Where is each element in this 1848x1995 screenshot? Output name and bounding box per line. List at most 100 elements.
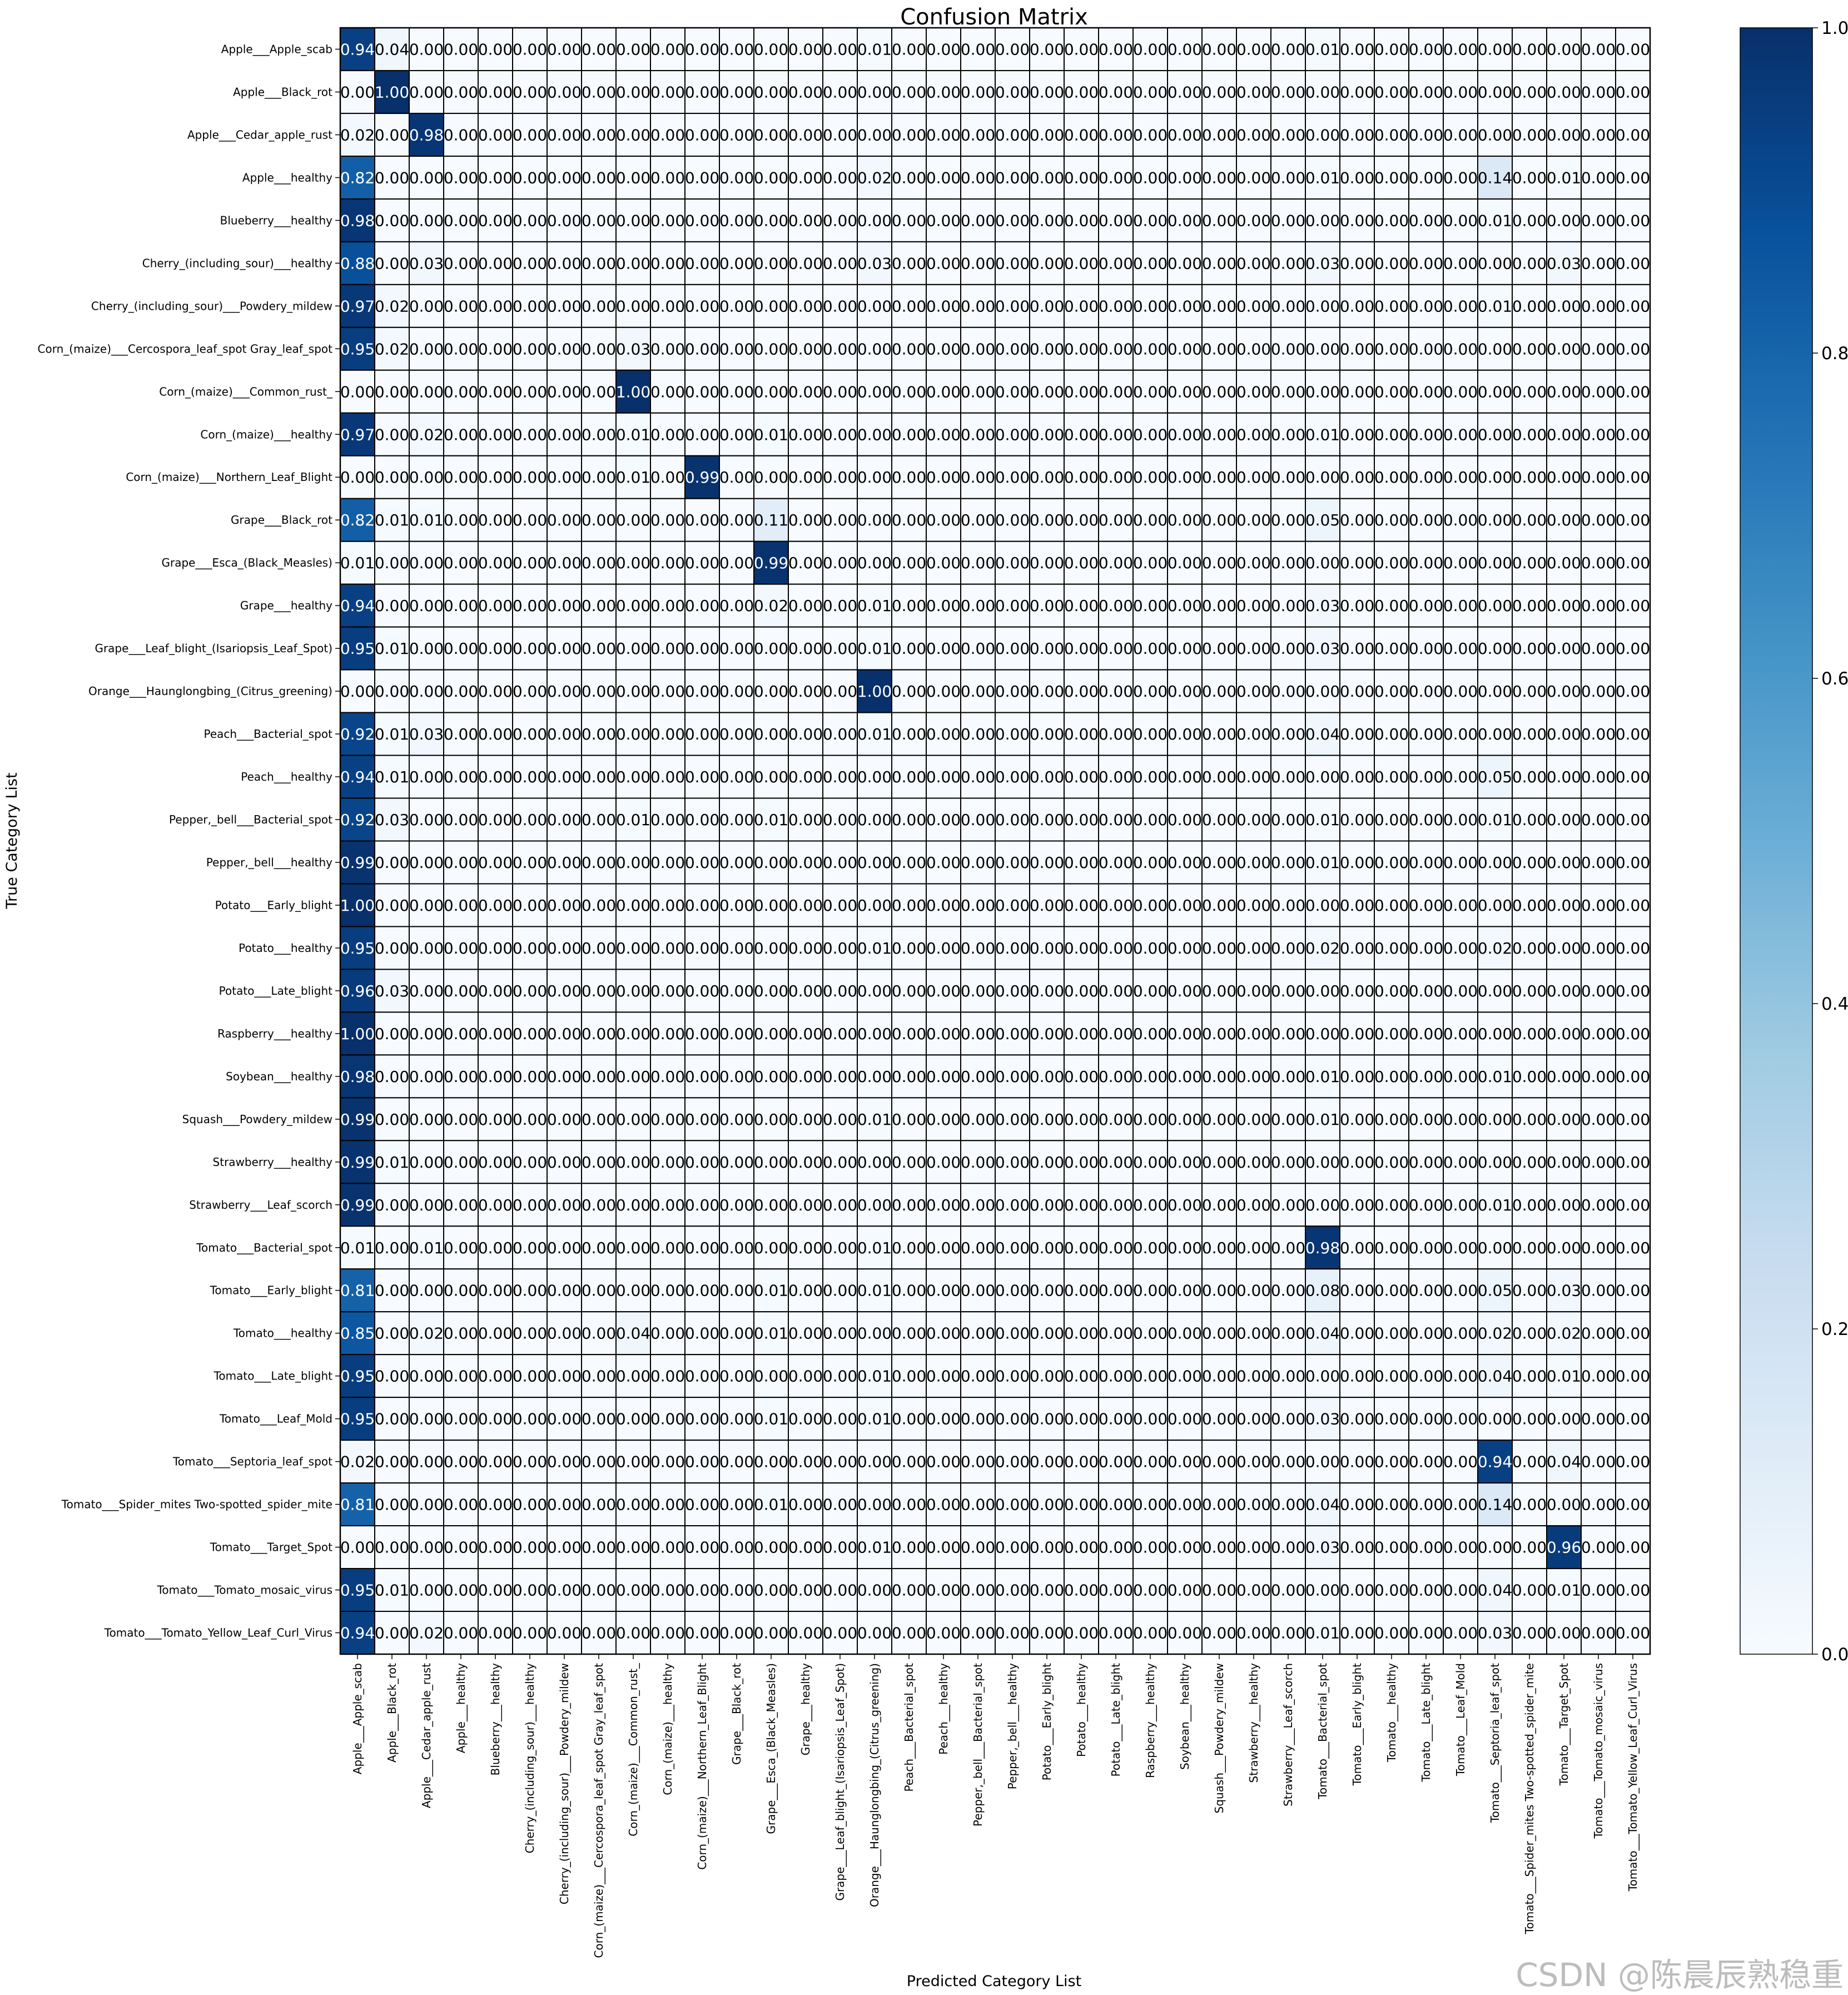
cell-value-label: 0.00 (1409, 1539, 1443, 1557)
cell-value-label: 0.00 (409, 1496, 444, 1514)
cell-value-label: 0.00 (582, 639, 616, 658)
cell-value-label: 0.00 (616, 768, 650, 786)
cell-value-label: 0.00 (857, 511, 892, 529)
cell-value-label: 0.00 (995, 40, 1030, 58)
cell-value-label: 0.02 (409, 425, 444, 444)
cell-value-label: 0.00 (1512, 768, 1547, 786)
cell-value-label: 0.00 (926, 340, 961, 358)
cell-value-label: 0.00 (375, 1624, 409, 1642)
cell-value-label: 0.01 (375, 1581, 409, 1600)
heatmap-cell (478, 155, 513, 200)
y-tick-label: Pepper,_bell___healthy (206, 856, 332, 869)
cell-value-label: 0.00 (1133, 1196, 1168, 1214)
heatmap-cell (1270, 155, 1306, 200)
cell-value-label: 0.00 (1305, 211, 1340, 230)
heatmap-cell (615, 112, 651, 157)
heatmap-cell (1339, 70, 1375, 114)
cell-value-label: 0.00 (1099, 1410, 1133, 1428)
heatmap-cell (960, 326, 996, 371)
heatmap-cell (615, 155, 651, 200)
cell-value-label: 0.01 (1305, 1068, 1340, 1086)
heatmap-cell (1305, 198, 1340, 242)
cell-value-label: 0.01 (616, 811, 650, 829)
cell-value-label: 0.00 (1443, 425, 1478, 444)
cell-value-label: 0.00 (650, 1453, 685, 1471)
cell-value-label: 0.00 (1030, 1239, 1064, 1257)
cell-value-label: 0.00 (547, 1581, 582, 1600)
cell-value-label: 0.00 (823, 1410, 857, 1428)
cell-value-label: 0.00 (788, 425, 823, 444)
cell-value-label: 0.02 (375, 297, 409, 315)
cell-value-label: 0.00 (719, 1025, 754, 1043)
cell-value-label: 0.00 (1409, 254, 1443, 272)
cell-value-label: 0.00 (1512, 597, 1547, 615)
y-tick-label: Strawberry___Leaf_scorch (189, 1198, 332, 1212)
heatmap-cell (512, 112, 548, 157)
cell-value-label: 0.00 (1443, 340, 1478, 358)
x-tick-label: Tomato___healthy (1385, 1663, 1398, 1763)
cell-value-label: 0.00 (754, 1453, 788, 1471)
cell-value-label: 0.00 (1443, 1496, 1478, 1514)
cell-value-label: 0.00 (547, 40, 582, 58)
cell-value-label: 0.00 (1271, 511, 1305, 529)
cell-value-label: 0.00 (1512, 1496, 1547, 1514)
cell-value-label: 0.00 (995, 982, 1030, 1000)
cell-value-label: 0.00 (1133, 1496, 1168, 1514)
cell-value-label: 0.00 (857, 896, 892, 915)
cell-value-label: 0.00 (1581, 1367, 1616, 1386)
cell-value-label: 0.00 (1030, 682, 1064, 701)
cell-value-label: 0.00 (1512, 1025, 1547, 1043)
cell-value-label: 0.00 (754, 1196, 788, 1214)
cell-value-label: 0.00 (1581, 168, 1616, 187)
cell-value-label: 0.00 (1202, 896, 1236, 915)
cell-value-label: 0.00 (685, 896, 719, 915)
cell-value-label: 0.00 (1340, 425, 1374, 444)
cell-value-label: 0.00 (685, 853, 719, 872)
heatmap-cell (478, 112, 513, 157)
cell-value-label: 0.00 (478, 896, 513, 915)
cell-value-label: 0.00 (650, 126, 685, 144)
cell-value-label: 0.00 (616, 939, 650, 957)
cell-value-label: 0.00 (1133, 340, 1168, 358)
cell-value-label: 0.00 (892, 1367, 926, 1386)
x-tick-label: Pepper,_bell___healthy (1006, 1663, 1019, 1789)
cell-value-label: 0.00 (995, 1196, 1030, 1214)
heatmap-cell (1029, 284, 1065, 328)
cell-value-label: 0.00 (961, 468, 995, 487)
cell-value-label: 0.00 (375, 1496, 409, 1514)
cell-value-label: 0.00 (1168, 1324, 1202, 1343)
cell-value-label: 0.00 (1374, 168, 1409, 187)
cell-value-label: 0.00 (926, 211, 961, 230)
cell-value-label: 0.00 (892, 725, 926, 743)
cell-value-label: 0.00 (719, 425, 754, 444)
cell-value-label: 0.00 (823, 896, 857, 915)
heatmap-cell (995, 27, 1030, 71)
cell-value-label: 0.00 (1099, 853, 1133, 872)
x-tick-label: Tomato___Target_Spot (1557, 1663, 1571, 1786)
cell-value-label: 0.00 (1581, 639, 1616, 658)
cell-value-label: 0.00 (926, 297, 961, 315)
cell-value-label: 0.00 (685, 425, 719, 444)
cell-value-label: 0.00 (1236, 811, 1271, 829)
heatmap-cell (1305, 112, 1340, 157)
heatmap-cell (857, 326, 892, 371)
cell-value-label: 0.00 (1271, 126, 1305, 144)
cell-value-label: 0.00 (1478, 468, 1512, 487)
cell-value-label: 0.00 (1409, 126, 1443, 144)
cell-value-label: 0.00 (823, 1624, 857, 1642)
cell-value-label: 0.00 (685, 811, 719, 829)
cell-value-label: 0.00 (1099, 811, 1133, 829)
cell-value-label: 0.00 (616, 297, 650, 315)
cell-value-label: 0.00 (1064, 597, 1099, 615)
cell-value-label: 0.00 (1512, 1539, 1547, 1557)
cell-value-label: 0.00 (1064, 1367, 1099, 1386)
cell-value-label: 0.00 (1340, 639, 1374, 658)
heatmap-cell (374, 155, 410, 200)
cell-value-label: 0.00 (547, 83, 582, 101)
y-tick-label: Grape___Black_rot (231, 513, 332, 527)
cell-value-label: 0.00 (1271, 939, 1305, 957)
cell-value-label: 0.00 (1099, 554, 1133, 572)
cell-value-label: 0.00 (650, 1539, 685, 1557)
cell-value-label: 0.00 (1374, 1539, 1409, 1557)
cell-value-label: 0.00 (788, 682, 823, 701)
